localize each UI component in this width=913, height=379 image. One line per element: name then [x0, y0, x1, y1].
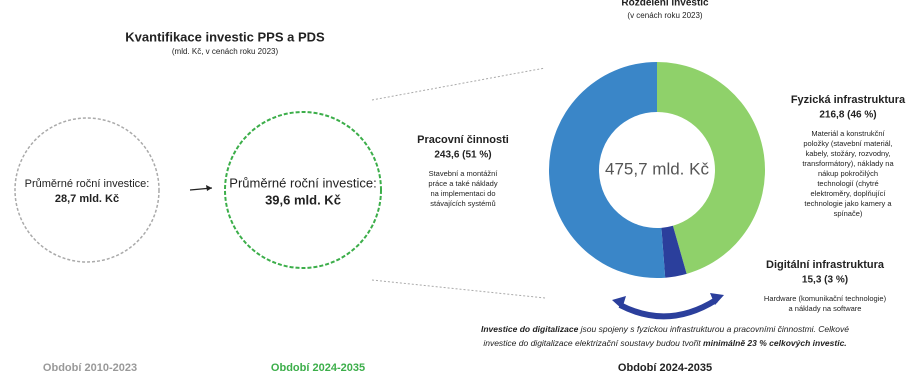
- note-run: jsou spojeny s fyzickou infrastrukturou …: [578, 324, 849, 334]
- description: položky (stavební materiál,: [803, 139, 892, 148]
- donut-segment: [657, 62, 765, 274]
- future-value: 39,6 mld. Kč: [265, 192, 341, 207]
- past-label: Průměrné roční investice:: [25, 178, 150, 190]
- donut-segment: [661, 225, 687, 278]
- future-label: Průměrné roční investice:: [229, 175, 376, 190]
- cycle-arrow: [618, 297, 718, 320]
- note-run: investice do digitalizace elektrizační s…: [483, 338, 703, 348]
- description: nákup pokročilých: [818, 169, 878, 178]
- description: technologií (chytré: [817, 179, 878, 188]
- center-label: 475,7 mld. Kč: [605, 159, 709, 178]
- connector: [371, 67, 546, 101]
- category-label: Pracovní činnosti: [417, 134, 509, 146]
- value-label: 243,6 (51 %): [434, 150, 491, 161]
- note-run: Investice do digitalizace: [481, 324, 579, 334]
- category-label: Digitální infrastruktura: [766, 259, 885, 271]
- description: spínače): [834, 209, 863, 218]
- past-value: 28,7 mld. Kč: [55, 193, 119, 205]
- note-line: investice do digitalizace elektrizační s…: [483, 338, 846, 348]
- chart-title: Rozdělení investic: [621, 0, 709, 9]
- category-label: Fyzická infrastruktura: [791, 94, 906, 106]
- description: na implementaci do: [430, 189, 495, 198]
- value-label: 15,3 (3 %): [802, 275, 848, 286]
- description: technologie jako kamery a: [804, 199, 892, 208]
- description: Hardware (komunikační technologie): [764, 294, 887, 303]
- future-circle: [224, 111, 382, 269]
- note: Investice do digitalizace jsou spojeny s…: [481, 324, 849, 348]
- cycle-arrow-head: [612, 293, 724, 309]
- note-run: minimálně 23 % celkových investic.: [703, 338, 847, 348]
- connector: [371, 279, 546, 299]
- period-label: Období 2010-2023: [43, 362, 137, 374]
- period-label: Období 2024-2035: [271, 362, 365, 374]
- note-line: Investice do digitalizace jsou spojeny s…: [481, 324, 849, 334]
- description: práce a také náklady: [428, 179, 497, 188]
- description: stávajících systémů: [430, 199, 495, 208]
- description: kabely, stožáry, rozvodny,: [805, 149, 890, 158]
- description: transformátory), náklady na: [802, 159, 894, 168]
- donut-segment: [548, 62, 666, 278]
- description: Stavební a montážní: [429, 169, 499, 178]
- value-label: 216,8 (46 %): [819, 110, 876, 121]
- panel-subtitle: (mld. Kč, v cenách roku 2023): [172, 47, 279, 56]
- description: a náklady na software: [789, 304, 862, 313]
- period-label: Období 2024-2035: [618, 362, 712, 374]
- past-circle: [14, 117, 160, 263]
- arrow-head: [206, 185, 212, 191]
- description: Materiál a konstrukční: [811, 129, 885, 138]
- description: elektroměry, doplňující: [811, 189, 887, 198]
- panel-title: Kvantifikace investic PPS a PDS: [125, 29, 325, 44]
- chart-subtitle: (v cenách roku 2023): [627, 11, 702, 20]
